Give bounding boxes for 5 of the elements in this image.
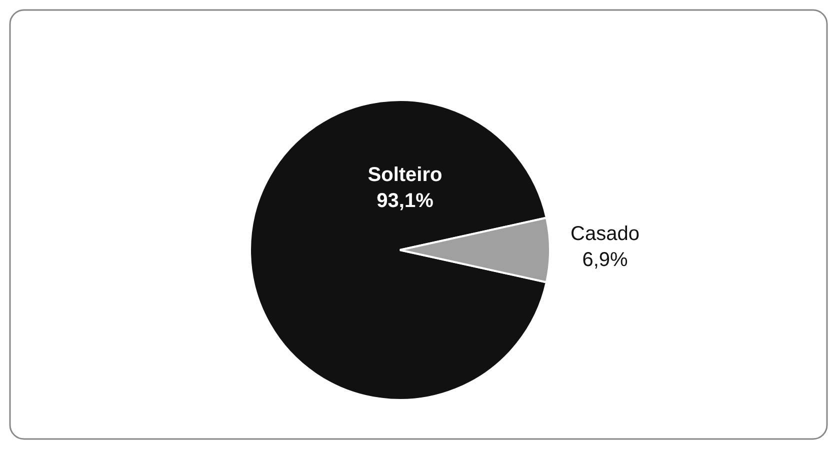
slice-label: Solteiro — [368, 164, 442, 186]
data-label: 6,9% — [582, 249, 628, 271]
slice-label: Casado — [570, 223, 640, 245]
data-label: 93,1% — [376, 190, 434, 212]
pie-slice — [249, 99, 548, 401]
